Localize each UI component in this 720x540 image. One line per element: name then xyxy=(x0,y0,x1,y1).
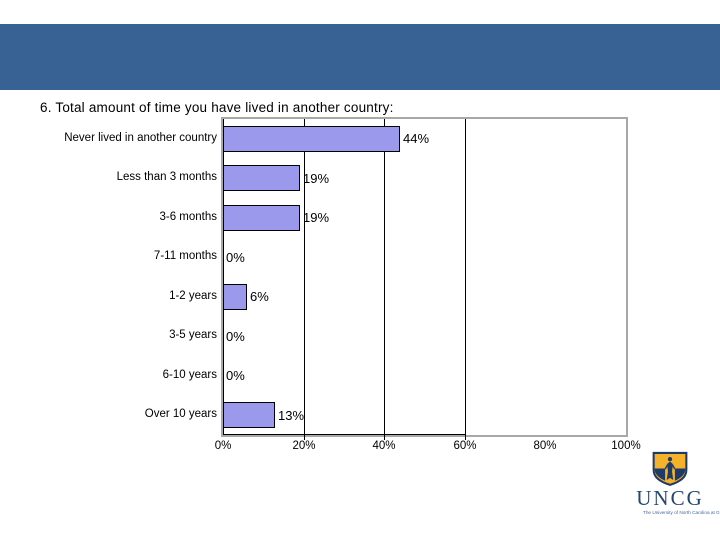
uncg-shield-icon xyxy=(652,451,688,486)
category-label: Less than 3 months xyxy=(116,171,217,184)
bar-row: 0% xyxy=(223,356,626,396)
x-tick-label: 40% xyxy=(372,440,396,452)
gridline xyxy=(465,119,466,435)
bar-row: 0% xyxy=(223,238,626,278)
uncg-tagline: The University of North Carolina at Gree… xyxy=(642,510,720,516)
axis-tick xyxy=(384,435,385,440)
uncg-logo: UNCG The University of North Carolina at… xyxy=(618,451,720,520)
bar xyxy=(223,402,275,429)
x-axis-line xyxy=(223,434,465,435)
plot-area: 44% 19% 19% 0% 6% 0% 0% 13% xyxy=(221,117,628,437)
category-label: 7-11 months xyxy=(153,250,217,263)
gridline xyxy=(304,119,305,435)
category-axis-labels: Never lived in another country Less than … xyxy=(0,119,219,435)
chart-title: 6. Total amount of time you have lived i… xyxy=(40,100,394,115)
bar-value-label: 0% xyxy=(226,328,245,344)
category-label: Never lived in another country xyxy=(64,131,217,144)
bar-row: 44% xyxy=(223,119,626,159)
category-label: 6-10 years xyxy=(162,368,217,381)
bar-value-label: 44% xyxy=(403,131,430,147)
x-tick-label: 0% xyxy=(214,440,232,452)
bar-row: 13% xyxy=(223,396,626,436)
bar-value-label: 13% xyxy=(278,407,305,423)
uncg-wordmark: UNCG xyxy=(636,486,704,510)
bar-row: 19% xyxy=(223,159,626,199)
category-label: 3-6 months xyxy=(159,210,217,223)
gridline xyxy=(384,119,385,435)
bar xyxy=(223,165,300,192)
bar-value-label: 0% xyxy=(226,368,245,384)
x-tick-label: 20% xyxy=(292,440,316,452)
x-tick-label: 60% xyxy=(453,440,477,452)
slide-header-band xyxy=(0,24,720,90)
category-label: 3-5 years xyxy=(169,329,217,342)
bar-value-label: 19% xyxy=(303,170,330,186)
bar xyxy=(223,283,247,310)
axis-tick xyxy=(304,435,305,440)
category-label: Over 10 years xyxy=(144,408,217,421)
bar xyxy=(223,125,400,152)
bar-row: 19% xyxy=(223,198,626,238)
y-axis-line xyxy=(223,119,224,435)
bar-row: 6% xyxy=(223,277,626,317)
bar-value-label: 19% xyxy=(303,210,330,226)
bar xyxy=(223,204,300,231)
bar-value-label: 6% xyxy=(250,289,269,305)
x-tick-label: 80% xyxy=(533,440,557,452)
bar-value-label: 0% xyxy=(226,249,245,265)
axis-tick xyxy=(465,435,466,440)
bar-row: 0% xyxy=(223,317,626,357)
category-label: 1-2 years xyxy=(169,289,217,302)
x-tick-label: 100% xyxy=(611,440,641,452)
